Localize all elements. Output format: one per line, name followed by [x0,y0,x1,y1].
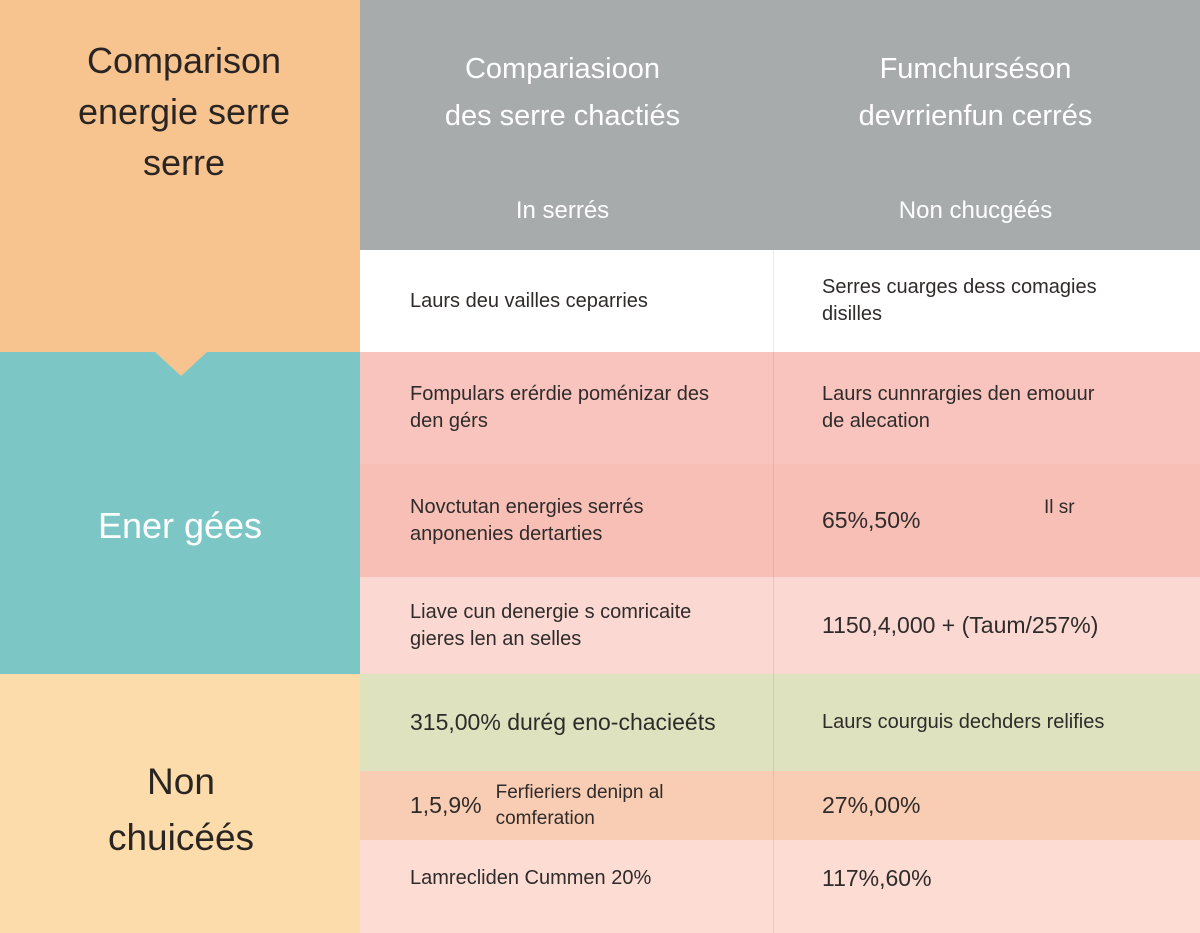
header-col2-title-line-1: Fumchurséson [879,53,1072,85]
row-6-left-line-1: Ferfieriers denipn al [495,781,664,803]
row-5-right-cell: Laurs courguis dechders relifies [773,674,1200,771]
left-top-title-line-1: Comparison [86,40,282,81]
row-5-left-line-1: 315,00% durég eno-chacieéts [410,709,716,735]
row-2-left-line-2: den gérs [410,410,488,432]
left-mid-title: Ener gées [97,505,263,546]
header-col1-title-line-1: Compariasioon [464,53,661,85]
table-header [360,0,1200,250]
row-3-right-value: 65%,50% [822,507,921,533]
header-col2-title-line-2: devrrienfun cerrés [858,100,1093,132]
row-4-right-cell: 1150,4,000 + (Taum/257%) [773,577,1200,674]
row-1-right-line-2: disilles [822,303,883,325]
header-col2-title: Fumchurséson devrrienfun cerrés [773,46,1178,140]
row-6-left-value: 1,5,9% [410,792,482,818]
row-2-right-line-2: de alecation [822,410,930,432]
header-col1-title-line-2: des serre chactiés [444,100,681,132]
row-7-right-cell: 117%,60% [773,840,1200,933]
left-top-title-line-2: energie serre [77,91,291,132]
table-row: 1,5,9% Ferfieriers denipn al comferation… [360,771,1200,840]
row-3-left-line-1: Novctutan energies serrés [410,495,644,518]
left-bottom-title-line-2: chuicéés [107,817,255,858]
row-4-left-line-2: gieres len an selles [410,627,582,650]
table-row: Novctutan energies serrés anponenies der… [360,464,1200,577]
table-row: 315,00% durég eno-chacieéts Laurs courgu… [360,674,1200,771]
left-section-energees [0,352,360,674]
row-6-left-cell: 1,5,9% Ferfieriers denipn al comferation [360,771,773,840]
row-3-left-cell: Novctutan energies serrés anponenies der… [360,464,773,577]
row-4-right-value: 1150,4,000 + (Taum/257%) [822,612,1099,638]
row-2-left-line-1: Fompulars erérdie poménizar des [410,383,710,405]
left-bottom-title-line-1: Non [147,761,215,802]
row-3-right-cell: 65%,50% Il sr [773,464,1200,577]
row-4-left-line-1: Liave cun denergie s comricaite [410,600,692,623]
row-4-left-cell: Liave cun denergie s comricaite gieres l… [360,577,773,674]
header-col2-subtitle: Non chucgéés [898,197,1053,224]
row-1-right-line-1: Serres cuarges dess comagies [822,276,1097,298]
section-pointer-down [155,352,207,376]
table-row: Lamrecliden Cummen 20% 117%,60% [360,840,1200,933]
row-1-left-cell: Laurs deu vailles ceparries [360,250,773,352]
header-col1-subtitle: In serrés [515,197,610,224]
left-section-non-chuicees [0,674,360,933]
row-7-right-value: 117%,60% [822,865,932,891]
left-section-comparison [0,0,360,352]
left-top-title-line-3: serre [142,142,226,183]
row-6-left-line-2: comferation [495,807,595,829]
row-5-left-cell: 315,00% durég eno-chacieéts [360,674,773,771]
left-bottom-title: Non chuicéés [0,754,362,866]
left-top-title: Comparison energie serre serre [0,35,368,188]
row-2-right-cell: Laurs cunnrargies den emouur de alecatio… [773,352,1200,464]
row-3-right-note: Il sr [1044,497,1075,518]
row-2-left-cell: Fompulars erérdie poménizar des den gérs [360,352,773,464]
row-3-left-line-2: anponenies dertarties [410,522,603,545]
row-6-left-desc: Ferfieriers denipn al comferation [496,780,664,832]
row-6-right-value: 27%,00% [822,792,921,818]
header-col1-title: Compariasioon des serre chactiés [360,46,765,140]
table-row: Fompulars erérdie poménizar des den gérs… [360,352,1200,464]
row-1-left-line-1: Laurs deu vailles ceparries [410,289,648,312]
table-row: Liave cun denergie s comricaite gieres l… [360,577,1200,674]
row-7-left-line-1: Lamrecliden Cummen 20% [410,867,652,889]
table-row: Laurs deu vailles ceparries Serres cuarg… [360,250,1200,352]
row-2-right-line-1: Laurs cunnrargies den emouur [822,383,1095,405]
row-7-left-cell: Lamrecliden Cummen 20% [360,840,773,933]
row-5-right-line-1: Laurs courguis dechders relifies [822,711,1105,733]
row-1-right-cell: Serres cuarges dess comagies disilles [773,250,1200,352]
row-6-right-cell: 27%,00% [773,771,1200,840]
